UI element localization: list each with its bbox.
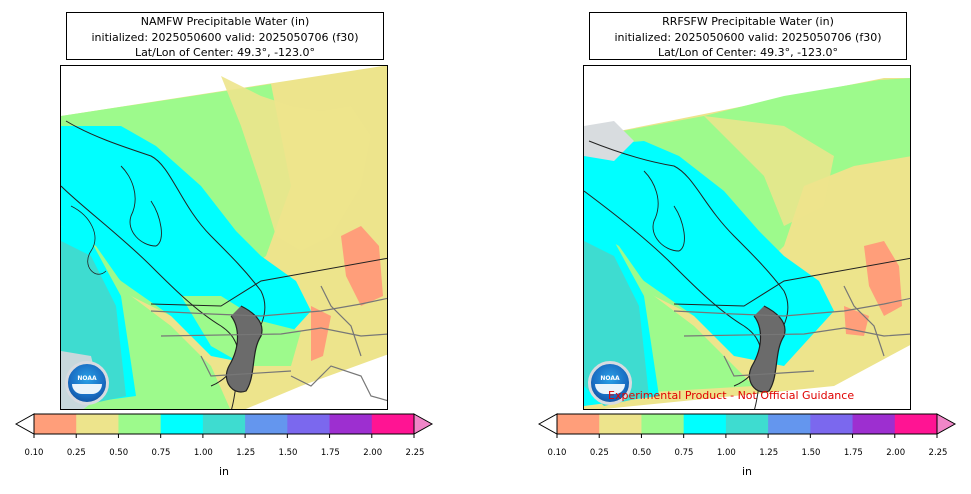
- colorbar-segment: [245, 414, 288, 434]
- colorbar-tick-label: 1.25: [759, 448, 779, 458]
- colorbar-tick-label: 1.50: [278, 448, 298, 458]
- namfw-center: Lat/Lon of Center: 49.3°, -123.0°: [134, 46, 316, 59]
- namfw-map: NOAA: [60, 65, 388, 410]
- colorbar-tick-label: 0.10: [547, 448, 567, 458]
- colorbar-segment: [287, 414, 331, 434]
- colorbar-tick-label: 1.25: [236, 448, 256, 458]
- rrfsfw-map: NOAA Experimental Product - Not Official…: [583, 65, 911, 410]
- colorbar-segment: [641, 414, 685, 434]
- colorbar-segment: [725, 414, 769, 434]
- colorbar-over-arrow: [413, 413, 434, 435]
- experimental-disclaimer: Experimental Product - Not Official Guid…: [608, 389, 855, 402]
- colorbar-tick-label: 2.25: [405, 448, 425, 458]
- colorbar-segment: [371, 414, 415, 434]
- colorbar-segment: [202, 414, 246, 434]
- colorbar-tick-label: 0.25: [589, 448, 609, 458]
- colorbar-tick-label: 1.00: [716, 448, 736, 458]
- colorbar-tick-label: 0.50: [109, 448, 129, 458]
- colorbar-tick-label: 2.00: [363, 448, 383, 458]
- colorbar-segment: [683, 414, 727, 434]
- colorbar-tick-label: 2.25: [928, 448, 948, 458]
- rrfsfw-init-valid: initialized: 2025050600 valid: 202505070…: [614, 30, 882, 44]
- colorbar-tick-label: 0.50: [632, 448, 652, 458]
- colorbar-tick-label: 0.10: [24, 448, 44, 458]
- colorbar-tick-label: 1.75: [843, 448, 863, 458]
- colorbar-tick-label: 0.75: [674, 448, 694, 458]
- rrfsfw-panel: RRFSFW Precipitable Water (in) initializ…: [486, 0, 971, 494]
- colorbar-segment: [894, 414, 938, 434]
- colorbar-segment: [768, 414, 811, 434]
- namfw-colorbar-unit: in: [218, 465, 230, 478]
- colorbar-tick-label: 1.00: [193, 448, 213, 458]
- colorbar-frame: [556, 413, 938, 435]
- namfw-title-box: NAMFW Precipitable Water (in) initialize…: [66, 12, 384, 60]
- namfw-title: NAMFW Precipitable Water (in): [140, 15, 310, 28]
- colorbar-segment: [160, 414, 204, 434]
- colorbar-under-arrow: [14, 413, 35, 435]
- colorbar-segment: [810, 414, 854, 434]
- colorbar-tick-label: 0.75: [151, 448, 171, 458]
- colorbar-segment: [599, 414, 642, 434]
- rrfsfw-map-field: [584, 78, 910, 409]
- colorbar-segment: [329, 414, 373, 434]
- colorbar-segment: [557, 414, 600, 434]
- rrfsfw-center: Lat/Lon of Center: 49.3°, -123.0°: [657, 46, 839, 59]
- colorbar-segment: [76, 414, 119, 434]
- namfw-panel: NAMFW Precipitable Water (in) initialize…: [0, 0, 485, 494]
- noaa-logo: NOAA: [588, 361, 632, 405]
- colorbar-segment: [852, 414, 896, 434]
- rrfsfw-colorbar-unit: in: [741, 465, 753, 478]
- colorbar-frame: [33, 413, 415, 435]
- colorbar-tick-label: 2.00: [886, 448, 906, 458]
- colorbar-segment: [118, 414, 162, 434]
- colorbar-tick-label: 1.75: [320, 448, 340, 458]
- colorbar-tick-label: 1.50: [801, 448, 821, 458]
- namfw-colorbar: [14, 412, 434, 438]
- colorbar-over-arrow: [936, 413, 957, 435]
- colorbar-segment: [34, 414, 77, 434]
- namfw-init-valid: initialized: 2025050600 valid: 202505070…: [91, 30, 359, 44]
- namfw-map-field: [61, 66, 387, 409]
- noaa-logo: NOAA: [65, 361, 109, 405]
- rrfsfw-colorbar: [537, 412, 957, 438]
- colorbar-under-arrow: [537, 413, 558, 435]
- rrfsfw-title: RRFSFW Precipitable Water (in): [662, 15, 834, 28]
- rrfsfw-title-box: RRFSFW Precipitable Water (in) initializ…: [589, 12, 907, 60]
- colorbar-tick-label: 0.25: [66, 448, 86, 458]
